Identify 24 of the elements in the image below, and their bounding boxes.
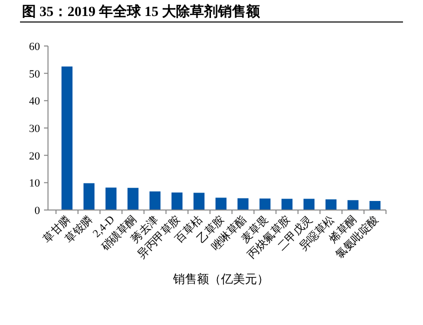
bar	[106, 188, 116, 210]
chart-title: 图 35：2019 年全球 15 大除草剂销售额	[22, 3, 261, 20]
bar	[150, 191, 160, 210]
bar	[84, 183, 94, 210]
bar	[62, 66, 72, 210]
y-tick-label: 0	[34, 205, 40, 217]
bar	[326, 199, 336, 210]
bar	[260, 198, 270, 210]
y-tick-label: 60	[29, 41, 40, 53]
bar	[238, 198, 248, 210]
y-tick-label: 10	[29, 178, 40, 190]
bar	[370, 200, 380, 210]
y-tick-label: 50	[29, 68, 40, 80]
bar	[128, 188, 138, 210]
bar	[304, 198, 314, 210]
y-tick-label: 20	[29, 150, 40, 162]
x-axis-title: 销售额（亿美元）	[172, 272, 269, 286]
y-tick-label: 40	[29, 96, 40, 108]
bar	[282, 198, 292, 210]
bar	[172, 192, 182, 210]
bar	[194, 192, 204, 210]
y-tick-label: 30	[29, 123, 40, 135]
bar	[348, 200, 358, 210]
bar	[216, 198, 226, 210]
